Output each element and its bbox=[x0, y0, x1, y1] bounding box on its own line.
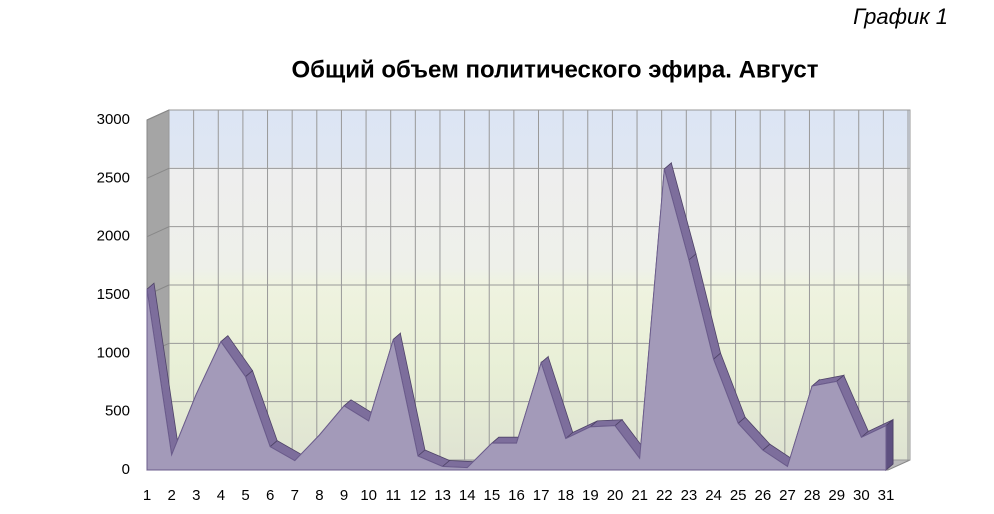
x-tick-label: 30 bbox=[853, 487, 870, 504]
y-tick-label: 2000 bbox=[97, 228, 130, 245]
x-tick-label: 20 bbox=[607, 487, 624, 504]
x-tick-label: 12 bbox=[410, 487, 427, 504]
x-tick-label: 19 bbox=[582, 487, 599, 504]
x-tick-label: 24 bbox=[705, 487, 722, 504]
x-tick-label: 7 bbox=[291, 487, 299, 504]
corner-label: График 1 bbox=[853, 4, 948, 29]
x-tick-label: 25 bbox=[730, 487, 747, 504]
x-tick-label: 29 bbox=[828, 487, 845, 504]
x-tick-label: 27 bbox=[779, 487, 796, 504]
x-tick-label: 23 bbox=[681, 487, 698, 504]
x-tick-label: 15 bbox=[484, 487, 501, 504]
x-tick-label: 4 bbox=[217, 487, 225, 504]
x-tick-label: 28 bbox=[804, 487, 821, 504]
y-tick-label: 0 bbox=[122, 461, 130, 478]
y-tick-label: 1500 bbox=[97, 286, 130, 303]
y-tick-label: 2500 bbox=[97, 169, 130, 186]
x-tick-label: 10 bbox=[360, 487, 377, 504]
y-tick-label: 1000 bbox=[97, 344, 130, 361]
area-end-face bbox=[885, 418, 894, 472]
x-tick-label: 3 bbox=[192, 487, 200, 504]
y-tick-label: 3000 bbox=[97, 111, 130, 128]
y-tick-label: 500 bbox=[105, 403, 130, 420]
x-tick-label: 5 bbox=[241, 487, 249, 504]
area bbox=[146, 168, 887, 471]
x-tick-label: 26 bbox=[754, 487, 771, 504]
x-tick-label: 18 bbox=[557, 487, 574, 504]
grid-line-side bbox=[146, 226, 170, 238]
x-tick-label: 22 bbox=[656, 487, 673, 504]
x-tick-label: 2 bbox=[167, 487, 175, 504]
chart-title: Общий объем политического эфира. Август bbox=[291, 56, 818, 83]
x-tick-label: 14 bbox=[459, 487, 476, 504]
x-tick-label: 8 bbox=[315, 487, 323, 504]
grid-line-side bbox=[146, 167, 170, 179]
x-tick-label: 11 bbox=[386, 487, 402, 504]
x-tick-label: 13 bbox=[434, 487, 451, 504]
x-tick-label: 17 bbox=[533, 487, 550, 504]
x-tick-label: 1 bbox=[143, 487, 151, 504]
x-tick-label: 16 bbox=[508, 487, 525, 504]
x-tick-label: 9 bbox=[340, 487, 348, 504]
x-tick-label: 21 bbox=[631, 487, 648, 504]
x-tick-label: 31 bbox=[878, 487, 895, 504]
grid-line-side bbox=[146, 109, 170, 121]
x-tick-label: 6 bbox=[266, 487, 274, 504]
